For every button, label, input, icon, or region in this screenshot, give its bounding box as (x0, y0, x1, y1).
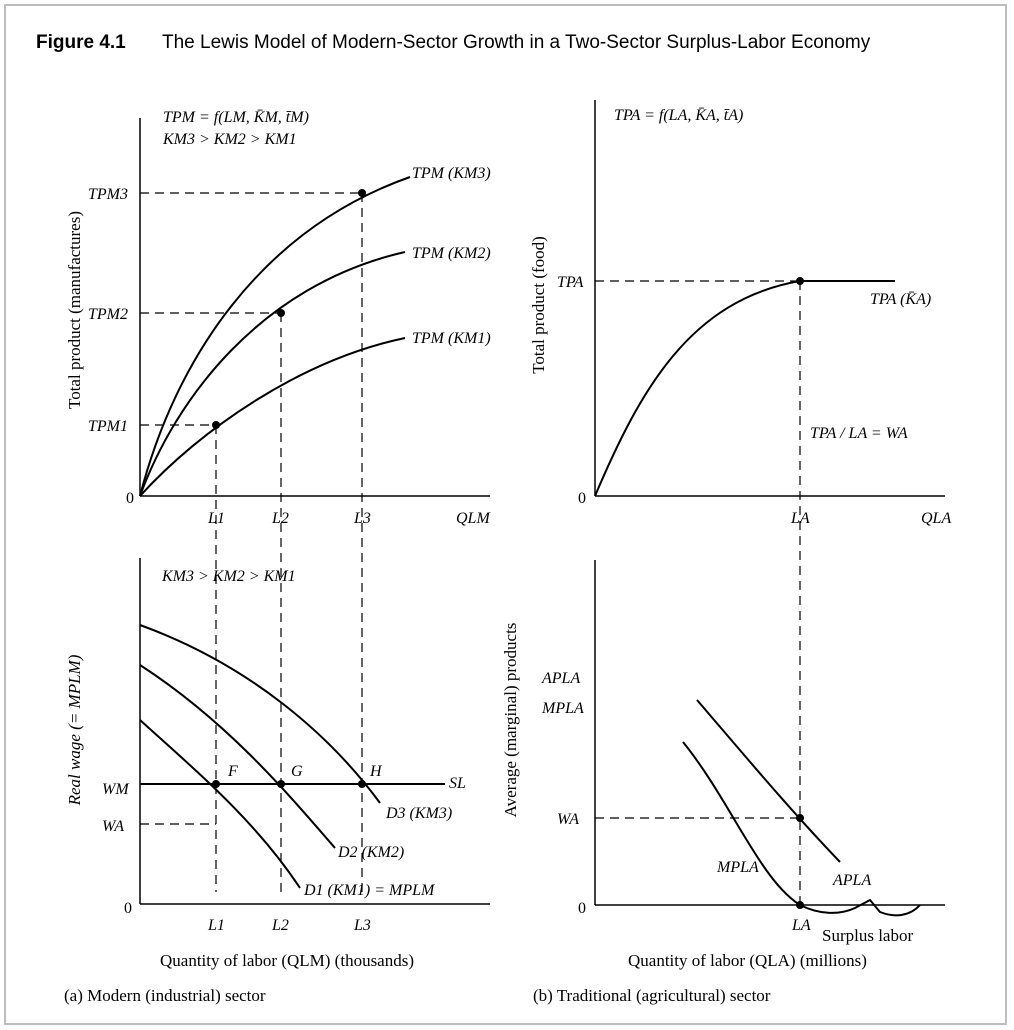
label-g: G (291, 763, 303, 780)
point-tpm2 (277, 309, 285, 317)
tick-wm: WM (102, 781, 130, 798)
x-axis-label: QLA (921, 510, 951, 527)
figure-header: Figure 4.1 The Lewis Model of Modern-Sect… (36, 30, 936, 56)
curve-d2 (139, 664, 336, 849)
equation-km-order: KM3 > KM2 > KM1 (162, 131, 297, 148)
figure-number: Figure 4.1 (36, 32, 126, 53)
origin-label: 0 (578, 490, 586, 507)
panel-a-bottom: 0 Real wage (= MPLM) KM3 > KM2 > KM1 F G… (64, 558, 490, 1005)
ratio-tpa-la: TPA / LA = WA (810, 425, 908, 442)
x-axis-label: Quantity of labor (QLA) (millions) (628, 951, 867, 970)
label-surplus-labor: Surplus labor (822, 926, 913, 945)
curve-d1 (139, 719, 301, 889)
point-tpa (796, 277, 804, 285)
label-sl: SL (449, 775, 466, 792)
curve-d3 (139, 624, 381, 804)
label-d1: D1 (KM1) = MPLM (303, 882, 436, 899)
tick-wa: WA (102, 818, 124, 835)
curve-apla (696, 699, 841, 863)
y-axis-label: Real wage (= MPLM) (65, 654, 84, 806)
origin-label: 0 (578, 900, 586, 917)
origin-label: 0 (124, 900, 132, 917)
figure-title: The Lewis Model of Modern-Sector Growth … (162, 32, 871, 53)
tick-apla: APLA (541, 670, 580, 687)
label-mpla: MPLA (716, 859, 759, 876)
tick-l1: L1 (207, 917, 225, 934)
point-tpm1 (212, 421, 220, 429)
curve-tpa (594, 280, 895, 497)
figure-frame (4, 4, 1007, 1025)
tick-tpm2: TPM2 (88, 306, 128, 323)
point-f (212, 780, 220, 788)
label-h: H (369, 763, 383, 780)
label-d3: D3 (KM3) (385, 805, 452, 822)
tick-la: LA (791, 917, 811, 934)
tick-l1: L1 (207, 510, 225, 527)
note-km-order: KM3 > KM2 > KM1 (161, 568, 296, 585)
panel-a-top: 0 Total product (manufactures) TPM = f(L… (65, 109, 491, 892)
tick-l2: L2 (271, 917, 289, 934)
panel-b-bottom: 0 Average (marginal) products APLA MPLA … (501, 560, 945, 1005)
label-tpm-km3: TPM (KM3) (412, 165, 491, 182)
curve-mpla-negative (799, 898, 921, 917)
label-d2: D2 (KM2) (337, 844, 404, 861)
label-tpm-km2: TPM (KM2) (412, 245, 491, 262)
y-axis-label: Average (marginal) products (501, 623, 520, 818)
tick-l2: L2 (271, 510, 289, 527)
y-axis-label: Total product (food) (529, 236, 548, 374)
equation-tpm: TPM = f(LM, K̄M, t̄M) (163, 109, 309, 126)
point-h (358, 780, 366, 788)
tick-wa: WA (557, 811, 579, 828)
tick-mpla: MPLA (541, 700, 584, 717)
tick-tpa: TPA (557, 274, 584, 291)
x-axis-label: Quantity of labor (QLM) (thousands) (160, 951, 414, 970)
curve-tpm-km1 (139, 337, 406, 497)
label-f: F (227, 763, 238, 780)
y-axis-label: Total product (manufactures) (65, 211, 84, 409)
x-axis-label: QLM (456, 510, 491, 527)
origin-label: 0 (126, 490, 134, 507)
tick-tpm1: TPM1 (88, 418, 128, 435)
point-tpm3 (358, 189, 366, 197)
point-la (796, 901, 804, 909)
curve-tpm-km2 (139, 251, 406, 497)
tick-la: LA (790, 510, 810, 527)
panel-a-caption: (a) Modern (industrial) sector (64, 986, 266, 1005)
panel-b-caption: (b) Traditional (agricultural) sector (533, 986, 771, 1005)
label-tpm-km1: TPM (KM1) (412, 330, 491, 347)
label-apla: APLA (832, 872, 871, 889)
equation-tpa: TPA = f(LA, K̄A, t̄A) (614, 107, 743, 124)
tick-l3: L3 (353, 917, 371, 934)
tick-l3: L3 (353, 510, 371, 527)
curve-mpla (682, 741, 801, 906)
curve-tpm-km3 (139, 176, 411, 497)
label-tpa-curve: TPA (K̄A) (870, 291, 931, 308)
point-wa (796, 814, 804, 822)
point-g (277, 780, 285, 788)
panel-b-top: 0 Total product (food) TPA = f(LA, K̄A, … (529, 100, 951, 905)
tick-tpm3: TPM3 (88, 186, 128, 203)
